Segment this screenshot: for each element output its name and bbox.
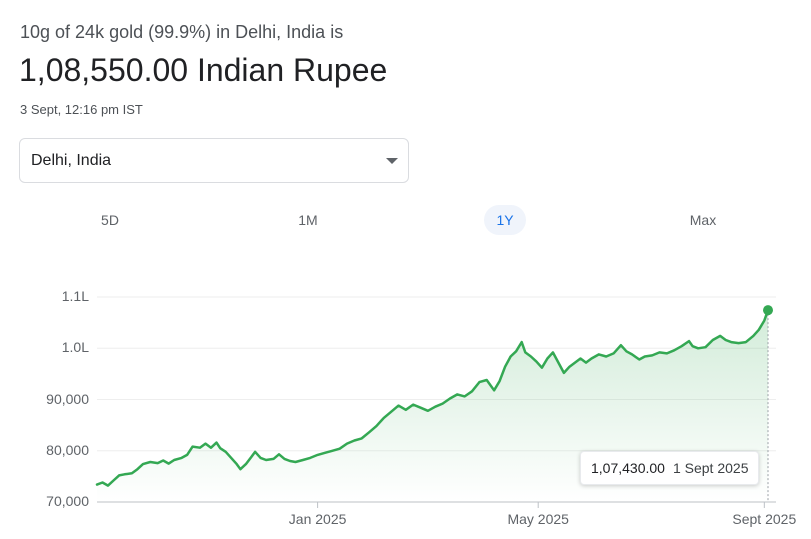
tab-1m[interactable]: 1M [298,212,318,228]
series-line [95,308,770,487]
timestamp: 3 Sept, 12:16 pm IST [20,102,143,117]
y-tick-label: 80,000 [46,441,89,458]
dropdown-arrow-icon [386,158,398,164]
tooltip-date: 1 Sept 2025 [672,460,749,476]
latest-point-marker [763,305,773,316]
page-subtitle: 10g of 24k gold (99.9%) in Delhi, India … [20,22,344,42]
tab-1y[interactable]: 1Y [484,205,526,235]
current-price: 1,08,550.00 Indian Rupee [19,52,388,88]
x-tick-label: Jan 2025 [288,511,347,527]
tab-5d[interactable]: 5D [101,212,119,228]
y-tick-label: 1.0L [61,339,89,356]
y-tick-label: 90,000 [46,390,89,407]
x-tick-label: May 2025 [507,511,569,527]
x-tick-label: Sept 2025 [732,511,797,527]
price-tooltip: 1,07,430.00 1 Sept 2025 [580,451,760,485]
y-tick-label: 1.1L [61,288,89,304]
tab-max[interactable]: Max [689,212,717,228]
tooltip-value: 1,07,430.00 [591,460,665,476]
location-select[interactable]: Delhi, India [19,138,409,183]
y-tick-label: 70,000 [46,493,89,509]
location-select-value: Delhi, India [31,152,112,169]
